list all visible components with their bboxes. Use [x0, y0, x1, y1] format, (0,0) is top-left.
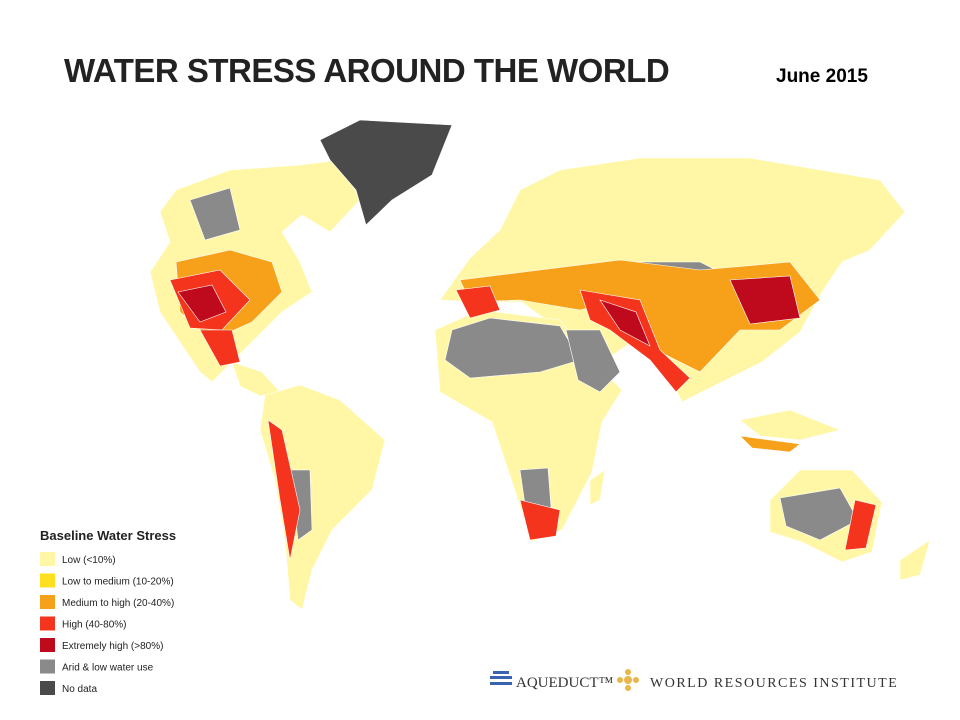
date: June 2015	[776, 66, 868, 87]
aqueduct-icon	[490, 671, 512, 685]
legend-label: Low to medium (10-20%)	[62, 577, 174, 588]
legend-swatch	[40, 681, 55, 695]
world-map	[149, 119, 931, 611]
wri-logo: WORLD RESOURCES INSTITUTE	[650, 676, 898, 691]
legend-label: No data	[62, 684, 97, 695]
legend-title: Baseline Water Stress	[40, 528, 176, 543]
legend-swatch	[40, 595, 55, 609]
wri-icon	[617, 669, 639, 691]
legend-label: High (40-80%)	[62, 620, 126, 631]
legend-swatch	[40, 552, 55, 566]
title: WATER STRESS AROUND THE WORLD	[64, 52, 669, 89]
legend-label: Arid & low water use	[62, 663, 154, 674]
legend-label: Extremely high (>80%)	[62, 641, 163, 652]
legend-swatch	[40, 573, 55, 588]
legend-swatch	[40, 659, 55, 674]
aqueduct-logo: AQUEDUCT™	[516, 675, 613, 691]
legend-label: Low (<10%)	[62, 555, 116, 566]
legend-swatch	[40, 616, 55, 631]
legend-label: Medium to high (20-40%)	[62, 598, 174, 609]
legend-swatch	[40, 638, 55, 652]
footer: AQUEDUCT™ WORLD RESOURCES INSTITUTE	[490, 669, 898, 691]
legend: Baseline Water Stress Low (<10%) Low to m…	[40, 528, 176, 695]
